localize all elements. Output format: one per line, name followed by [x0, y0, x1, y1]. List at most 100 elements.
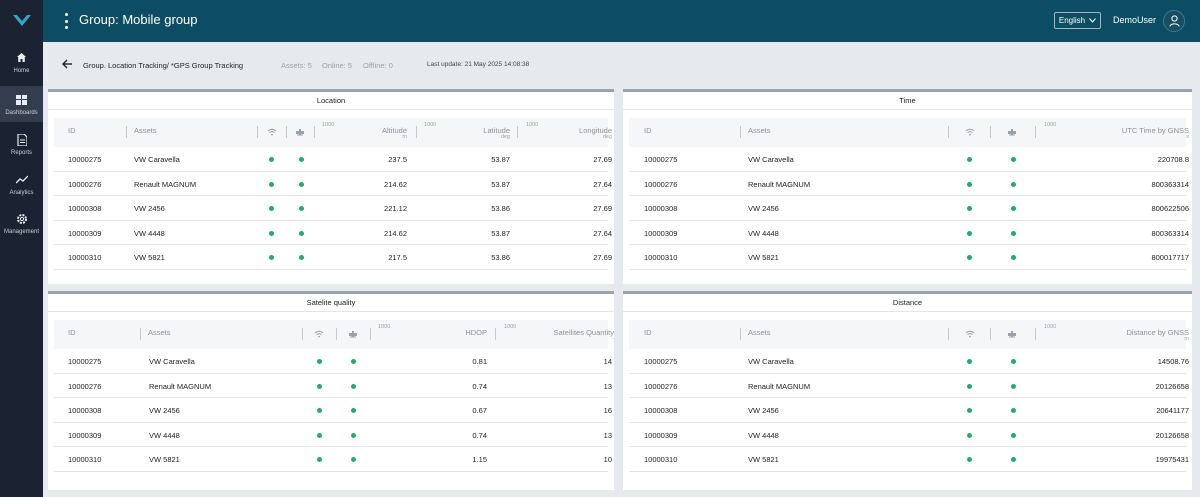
column-separator[interactable] [302, 328, 303, 340]
table-row[interactable]: 10000275 VW Caravella 237.5 53.87 27.69 [54, 147, 612, 172]
table-row[interactable]: 10000275 VW Caravella 220708.8 [629, 147, 1189, 172]
cell-value: 53.86 [491, 204, 510, 213]
cell-id: 10000309 [644, 228, 678, 238]
cell-value: 27.69 [593, 155, 612, 164]
cell-value: 20641177 [1156, 406, 1189, 415]
table-header: ID Assets 1000 UTC Time by GNSS s [629, 118, 1189, 147]
cell-asset: Renault MAGNUM [748, 381, 811, 391]
sidebar-item-reports[interactable]: Reports [0, 126, 43, 162]
cell-value: 800363314 [1151, 228, 1189, 238]
table-row[interactable]: 10000308 VW 2456 221.12 53.86 27.69 [54, 196, 612, 221]
column-separator[interactable] [314, 126, 315, 138]
satellite-icon [1007, 127, 1017, 137]
column-header-value[interactable]: 1000 Satellites Quantity - [504, 320, 614, 349]
table-row[interactable]: 10000308 VW 2456 20641177 [629, 398, 1189, 423]
column-separator[interactable] [336, 328, 337, 340]
back-arrow-icon[interactable] [61, 58, 73, 70]
column-separator[interactable] [495, 328, 496, 340]
connection-status-dot [269, 255, 274, 260]
table-row[interactable]: 10000309 VW 4448 214.62 53.87 27.64 [54, 221, 612, 245]
column-separator[interactable] [416, 126, 417, 138]
cell-value: 19975431 [1155, 455, 1189, 464]
connection-status-dot [269, 157, 274, 162]
connection-status-dot [967, 408, 972, 413]
online-count: Online: 5 [322, 61, 353, 70]
column-separator[interactable] [948, 126, 949, 138]
column-header-label: Assets [148, 328, 171, 337]
table-row[interactable]: 10000310 VW 5821 1.15 10 [54, 447, 612, 472]
sidebar-item-dashboards[interactable]: Dashboards [0, 86, 43, 122]
column-scale: 1000 [526, 122, 539, 128]
column-separator[interactable] [740, 126, 741, 138]
column-separator[interactable] [140, 328, 141, 340]
column-separator[interactable] [948, 328, 949, 340]
sidebar-item-management[interactable]: Management [0, 205, 43, 241]
table-row[interactable]: 10000310 VW 5821 800017717 [629, 245, 1189, 270]
cell-value: 0.74 [472, 430, 487, 440]
column-separator[interactable] [990, 328, 991, 340]
column-separator[interactable] [740, 328, 741, 340]
column-separator[interactable] [990, 126, 991, 138]
language-select[interactable]: English [1054, 12, 1101, 29]
connection-status-dot [317, 432, 322, 438]
column-header-value[interactable]: 1000 Longitude deg [526, 118, 612, 147]
column-header-value[interactable]: 1000 Distance by GNSS m [1044, 320, 1189, 349]
sidebar-item-label: Reports [10, 149, 32, 156]
column-separator[interactable] [1035, 126, 1036, 138]
column-separator[interactable] [517, 126, 518, 138]
column-header-label: ID [68, 328, 76, 337]
column-header-label: Longitude [579, 126, 612, 135]
cell-id: 10000308 [644, 406, 678, 415]
user-name[interactable]: DemoUser [1113, 15, 1157, 25]
sidebar-item-analytics[interactable]: Analytics [0, 166, 43, 202]
connection-status-dot [317, 408, 322, 413]
table-row[interactable]: 10000276 Renault MAGNUM 214.62 53.87 27.64 [54, 172, 612, 196]
cell-asset: Renault MAGNUM [134, 179, 197, 189]
table-row[interactable]: 10000276 Renault MAGNUM 0.74 13 [54, 374, 612, 398]
table-row[interactable]: 10000308 VW 2456 800622506 [629, 196, 1189, 221]
column-header-value[interactable]: 1000 Latitude deg [424, 118, 510, 147]
cell-id: 10000308 [68, 204, 102, 213]
table-row[interactable]: 10000310 VW 5821 19975431 [629, 447, 1189, 472]
table-row[interactable]: 10000308 VW 2456 0.67 16 [54, 398, 612, 423]
connection-status-dot [967, 181, 972, 187]
cell-asset: VW 4448 [748, 228, 779, 238]
gnss-status-dot [351, 359, 356, 364]
table-row[interactable]: 10000310 VW 5821 217.5 53.86 27.69 [54, 245, 612, 270]
table-row[interactable]: 10000309 VW 4448 20126658 [629, 423, 1189, 447]
logo[interactable] [0, 0, 43, 42]
cell-value: 27.64 [593, 228, 612, 238]
column-header-value[interactable]: 1000 UTC Time by GNSS s [1044, 118, 1189, 147]
column-separator[interactable] [126, 126, 127, 138]
cell-value: 221.12 [384, 204, 407, 213]
column-scale: 1000 [378, 324, 391, 330]
column-header-value[interactable]: 1000 Altitude m [322, 118, 407, 147]
gnss-status-dot [1011, 432, 1016, 438]
data-table: ID Assets 1000 Distance by GNSS m 10000275 VW … [629, 320, 1189, 472]
gnss-status-dot [351, 432, 356, 438]
sidebar-item-home[interactable]: Home [0, 44, 43, 80]
table-row[interactable]: 10000309 VW 4448 0.74 13 [54, 423, 612, 447]
cell-asset: VW 5821 [149, 455, 180, 464]
table-row[interactable]: 10000275 VW Caravella 14508.76 [629, 349, 1189, 374]
column-separator[interactable] [286, 126, 287, 138]
table-row[interactable]: 10000276 Renault MAGNUM 800363314 [629, 172, 1189, 196]
column-separator[interactable] [370, 328, 371, 340]
cell-value: 217.5 [388, 253, 407, 262]
column-separator[interactable] [257, 126, 258, 138]
column-header-label: Assets [134, 126, 157, 135]
satellite-panel: Satelite quality ID Assets 1000 HDOP 1000 Sate… [48, 291, 614, 490]
table-row[interactable]: 10000309 VW 4448 800363314 [629, 221, 1189, 245]
column-header-value[interactable]: 1000 HDOP [378, 320, 487, 349]
column-separator[interactable] [1035, 328, 1036, 340]
table-row[interactable]: 10000276 Renault MAGNUM 20126658 [629, 374, 1189, 398]
table-row[interactable]: 10000275 VW Caravella 0.81 14 [54, 349, 612, 374]
breadcrumb: Group. Location Tracking/ *GPS Group Tra… [83, 61, 244, 70]
column-unit: m [1184, 336, 1189, 342]
cell-id: 10000276 [68, 381, 102, 391]
satellite-icon [295, 127, 305, 137]
kebab-menu-icon[interactable] [63, 13, 69, 29]
gnss-status-dot [1011, 255, 1016, 260]
avatar[interactable] [1163, 10, 1185, 32]
connection-status-dot [269, 181, 274, 187]
